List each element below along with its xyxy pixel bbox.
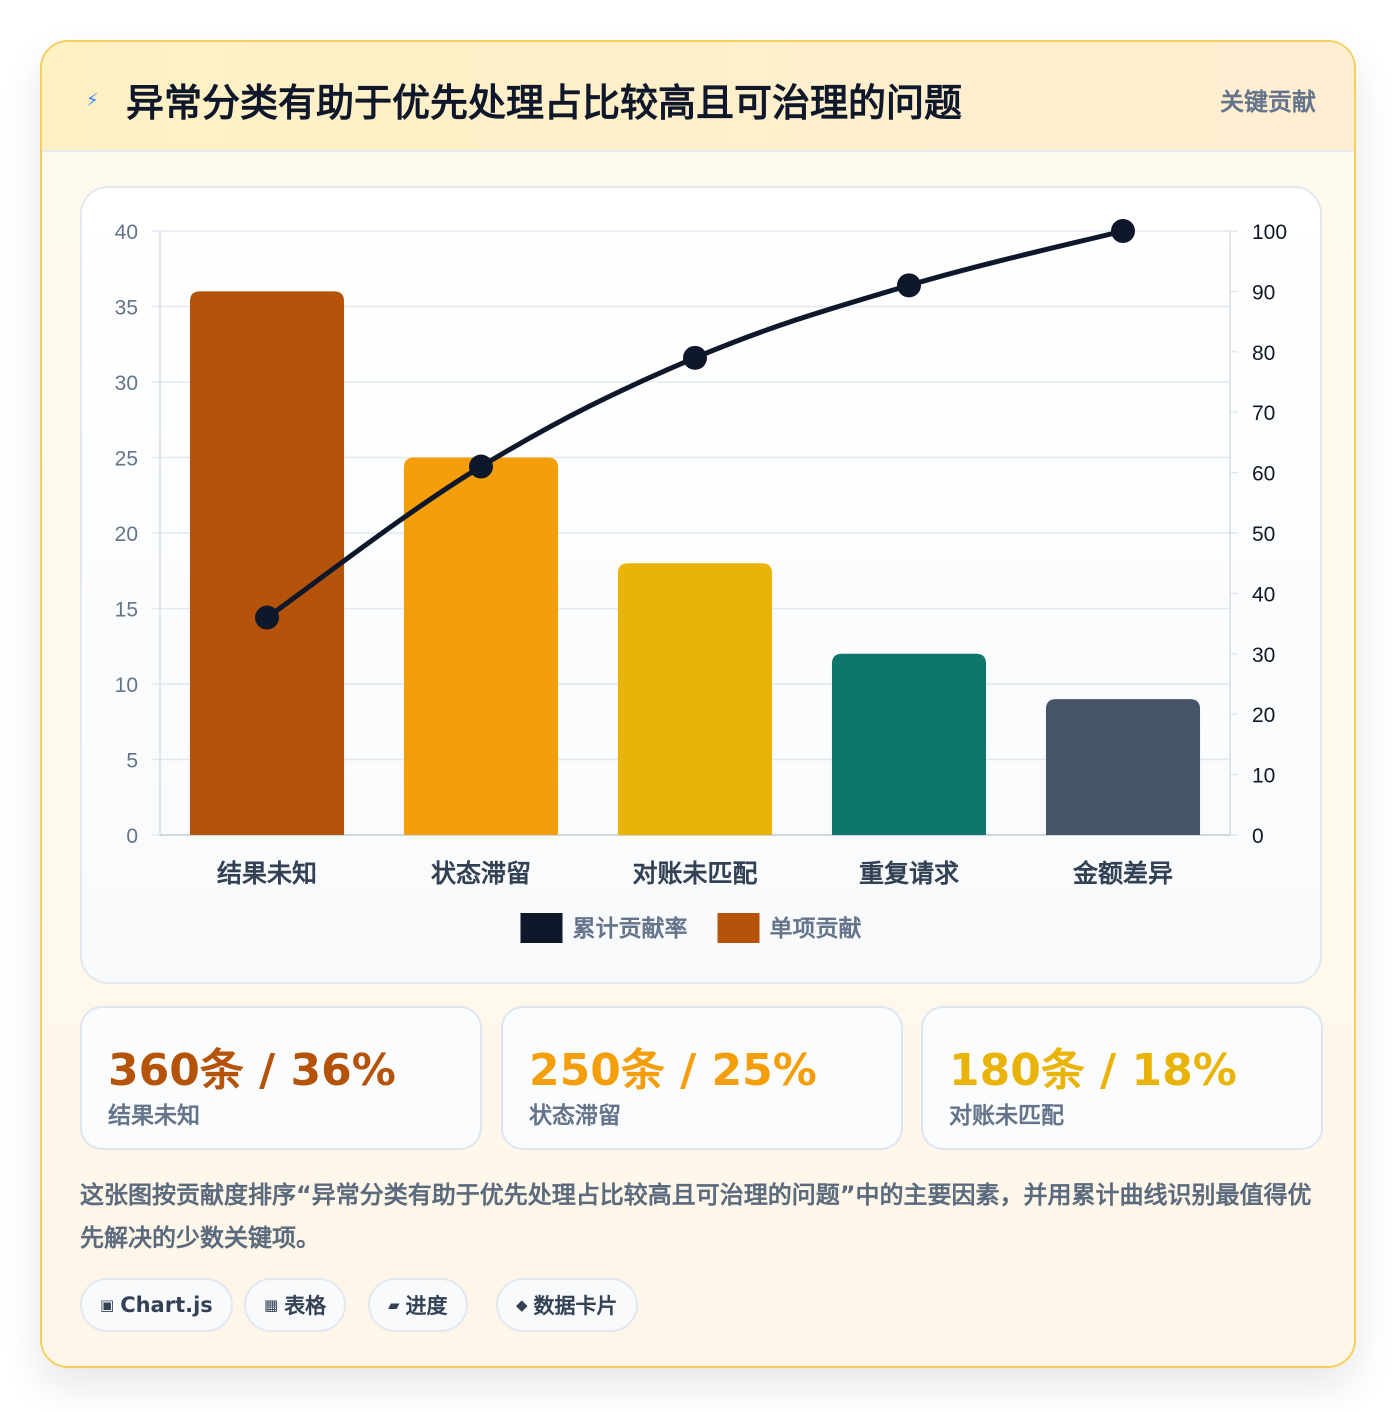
x-tick-label: 状态滞留 (431, 859, 531, 888)
cumulative-point-5 (1111, 219, 1135, 243)
x-tick-label: 金额差异 (1072, 859, 1173, 888)
bar-1 (189, 291, 345, 835)
cumulative-point-2 (469, 454, 493, 479)
tag-data-card[interactable]: ◆ 数据卡片 (496, 1278, 638, 1332)
stat-label-3: 对账未匹配 (949, 1103, 1064, 1129)
stat-card-3: 180条 / 18% 对账未匹配 (921, 1006, 1323, 1150)
stat-value-2: 250条 / 25% (529, 1045, 817, 1096)
progress-icon: ▰ (388, 1296, 400, 1314)
chart-card: ⚡ 异常分类有助于优先处理占比较高且可治理的问题 关键贡献 0 5 10 15 20 25… (40, 40, 1356, 1368)
legend-label: 累计贡献率 (573, 915, 688, 942)
legend-label: 单项贡献 (770, 916, 862, 942)
tag-chartjs[interactable]: ▣ Chart.js (80, 1278, 233, 1332)
y-left-tick-label: 20 (115, 523, 138, 546)
pareto-chart: 0 5 10 15 20 25 30 35 40 0 10 20 30 40 50 60 70 80 90 100 结果… (115, 219, 1287, 943)
stat-card-1: 360条 / 36% 结果未知 (80, 1006, 482, 1150)
bar-4 (831, 653, 987, 835)
page-title: 异常分类有助于优先处理占比较高且可治理的问题 (126, 81, 963, 125)
bar-5 (1045, 699, 1201, 835)
key-contribution-badge: 关键贡献 (1220, 88, 1316, 116)
bar-3 (617, 563, 773, 835)
y-left-tick-label: 25 (115, 448, 138, 471)
y-left-tick-label: 10 (115, 674, 138, 697)
stat-label-2: 状态滞留 (529, 1103, 621, 1129)
y-right-tick-label: 60 (1252, 463, 1275, 486)
y-left-tick-label: 0 (126, 825, 138, 848)
y-right-tick-label: 0 (1252, 825, 1264, 848)
y-left-tick-label: 40 (115, 221, 138, 244)
cumulative-point-1 (255, 605, 279, 630)
y-left-tick-label: 30 (115, 372, 138, 395)
tag-label: 数据卡片 (533, 1294, 618, 1318)
x-tick-label: 对账未匹配 (632, 859, 757, 888)
tag-table[interactable]: ▦ 表格 (244, 1278, 347, 1332)
chart-panel: 0 5 10 15 20 25 30 35 40 0 10 20 30 40 50 60 70 80 90 100 结果… (80, 186, 1322, 984)
stat-card-2: 250条 / 25% 状态滞留 (501, 1006, 903, 1150)
tag-label: 表格 (284, 1294, 327, 1318)
y-right-tick-label: 90 (1252, 281, 1275, 304)
y-right-tick-label: 40 (1252, 583, 1275, 606)
tag-label: 进度 (405, 1294, 448, 1318)
y-right-tick-label: 20 (1252, 704, 1275, 727)
diamond-icon: ◆ (516, 1296, 528, 1314)
lightning-icon: ⚡ (86, 90, 99, 111)
stat-value-3: 180条 / 18% (949, 1045, 1237, 1096)
card-header: ⚡ 异常分类有助于优先处理占比较高且可治理的问题 关键贡献 (42, 42, 1354, 152)
y-right-tick-label: 100 (1252, 221, 1287, 244)
y-right-tick-label: 70 (1252, 402, 1275, 425)
stat-label-1: 结果未知 (108, 1103, 200, 1129)
tag-progress[interactable]: ▰ 进度 (368, 1278, 468, 1332)
legend-swatch (717, 913, 760, 943)
stat-value-1: 360条 / 36% (108, 1045, 396, 1096)
square-icon: ▣ (100, 1296, 115, 1314)
y-right-tick-label: 80 (1252, 342, 1275, 365)
cumulative-line (265, 228, 1124, 620)
x-tick-label: 重复请求 (859, 859, 959, 888)
chart-description: 这张图按贡献度排序“异常分类有助于优先处理占比较高且可治理的问题”中的主要因素，… (80, 1181, 1312, 1252)
y-right-tick-label: 50 (1252, 523, 1275, 546)
table-icon: ▦ (264, 1296, 279, 1314)
bar-2 (403, 457, 559, 835)
cumulative-point-3 (683, 345, 707, 370)
legend-swatch (520, 913, 563, 943)
y-right-tick-label: 10 (1252, 765, 1275, 788)
y-left-tick-label: 35 (115, 297, 138, 320)
y-left-tick-label: 5 (126, 750, 138, 773)
x-tick-label: 结果未知 (217, 859, 317, 888)
y-right-tick-label: 30 (1252, 644, 1275, 667)
y-left-tick-label: 15 (115, 599, 138, 622)
cumulative-point-4 (897, 273, 921, 298)
tag-label: Chart.js (120, 1293, 213, 1317)
